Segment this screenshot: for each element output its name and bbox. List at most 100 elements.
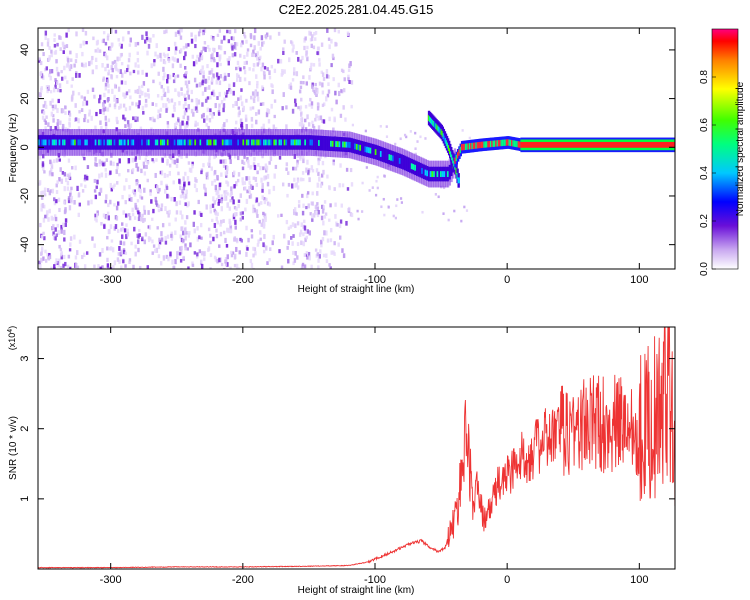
spectrogram-band-core [50, 135, 53, 150]
spectrogram-noise-cell [223, 91, 227, 96]
spectrogram-noise-cell [307, 251, 311, 257]
spectrogram-noise-cell [109, 246, 113, 251]
spectrogram-noise-cell [361, 210, 364, 213]
spectrogram-noise-cell [290, 236, 293, 240]
spectrogram-noise-cell [65, 177, 68, 183]
spectrogram-noise-cell [220, 198, 223, 204]
spectrogram-noise-cell [60, 76, 64, 81]
spectrogram-noise-cell [301, 193, 304, 198]
spectrogram-noise-cell [56, 180, 59, 185]
spectrogram-noise-cell [143, 239, 147, 245]
spectrogram-noise-cell [394, 216, 397, 220]
spectrogram-noise-cell [41, 202, 45, 209]
spectrogram-noise-cell [195, 188, 198, 193]
spectrogram-noise-cell [260, 35, 264, 41]
spectrogram-noise-cell [163, 91, 167, 98]
spectrogram-noise-cell [43, 170, 46, 174]
spectrogram-noise-cell [40, 73, 44, 79]
spectrogram-band-peak [209, 139, 213, 146]
spectrogram-noise-cell [188, 231, 191, 235]
spectrogram-noise-cell [213, 200, 216, 205]
spectrogram-noise-cell [165, 254, 169, 259]
spectrogram-noise-cell [52, 234, 56, 240]
spectrogram-noise-cell [382, 197, 385, 201]
spectrogram-noise-cell [340, 68, 344, 73]
spectrogram-noise-cell [48, 252, 51, 257]
spectrogram-noise-cell [219, 159, 222, 164]
spectrogram-noise-cell [52, 217, 55, 221]
spectrogram-noise-cell [295, 212, 298, 216]
spectrogram-noise-cell [232, 90, 235, 96]
spectrogram-noise-cell [139, 194, 142, 199]
spectrogram-band-peak [51, 139, 55, 146]
spectrogram-noise-cell [309, 66, 313, 71]
spectrogram-noise-cell [174, 75, 177, 80]
spectrogram-band-core [276, 135, 280, 150]
snr-y-multiplier-exp: 4 [7, 329, 14, 333]
spectrogram-noise-cell [184, 97, 187, 102]
spectrogram-noise-cell [326, 28, 329, 33]
spectrogram-y-tick-label: 0 [19, 144, 31, 150]
spectrogram-band-peak [424, 169, 428, 176]
spectrogram-noise-cell [241, 177, 244, 183]
spectrogram-band-peak [366, 146, 370, 153]
spectrogram-noise-cell [226, 202, 230, 207]
spectrogram-noise-cell [39, 61, 43, 66]
spectrogram-noise-cell [257, 41, 260, 46]
spectrogram-noise-cell [246, 160, 250, 164]
spectrogram-noise-cell [228, 56, 231, 61]
spectrogram-noise-cell [69, 242, 72, 247]
spectrogram-noise-cell [99, 109, 102, 115]
spectrogram-noise-cell [215, 72, 219, 78]
spectrogram-noise-cell [294, 98, 297, 104]
spectrogram-noise-cell [245, 118, 248, 122]
spectrogram-noise-cell [85, 175, 89, 181]
spectrogram-noise-cell [115, 215, 119, 221]
spectrogram-noise-cell [233, 184, 236, 189]
spectrogram-band-peak [208, 139, 212, 146]
spectrogram-noise-cell [90, 59, 93, 65]
spectrogram-noise-cell [94, 213, 97, 218]
spectrogram-noise-cell [68, 113, 72, 117]
spectrogram-noise-cell [296, 159, 299, 165]
spectrogram-band-peak [343, 141, 347, 148]
spectrogram-noise-cell [218, 103, 221, 108]
spectrogram-noise-cell [42, 52, 45, 57]
spectrogram-noise-cell [88, 61, 91, 67]
spectrogram-noise-cell [225, 174, 228, 178]
spectrogram-noise-cell [268, 161, 271, 165]
spectrogram-noise-cell [240, 238, 243, 243]
spectrogram-noise-cell [218, 107, 221, 111]
spectrogram-noise-cell [43, 193, 47, 197]
spectrogram-noise-cell [318, 81, 322, 86]
spectrogram-noise-cell [186, 247, 189, 251]
spectrogram-noise-cell [184, 72, 187, 77]
spectrogram-noise-cell [67, 158, 71, 163]
spectrogram-noise-cell [252, 162, 256, 167]
spectrogram-band-peak [72, 139, 76, 146]
spectrogram-band-peak [62, 139, 66, 146]
spectrogram-noise-cell [40, 246, 44, 251]
spectrogram-noise-cell [225, 189, 228, 195]
spectrogram-band-core [326, 136, 330, 151]
spectrogram-noise-cell [134, 116, 137, 120]
spectrogram-noise-cell [116, 181, 119, 185]
spectrogram-noise-cell [46, 188, 50, 193]
spectrogram-noise-cell [55, 59, 58, 64]
spectrogram-band-core [202, 135, 206, 150]
spectrogram-noise-cell [253, 45, 256, 51]
spectrogram-noise-cell [209, 108, 212, 113]
spectrogram-noise-cell [184, 171, 187, 176]
spectrogram-noise-cell [53, 264, 56, 269]
spectrogram-band-peak [335, 141, 339, 147]
spectrogram-noise-cell [262, 70, 266, 76]
spectrogram-noise-cell [119, 240, 122, 245]
spectrogram-track-peak [456, 152, 460, 159]
spectrogram-noise-cell [144, 232, 148, 237]
spectrogram-noise-cell [99, 94, 102, 100]
spectrogram-noise-cell [243, 61, 246, 66]
snr-frame [37, 326, 676, 570]
spectrogram-band-core [422, 164, 426, 180]
spectrogram-noise-cell [67, 174, 71, 180]
